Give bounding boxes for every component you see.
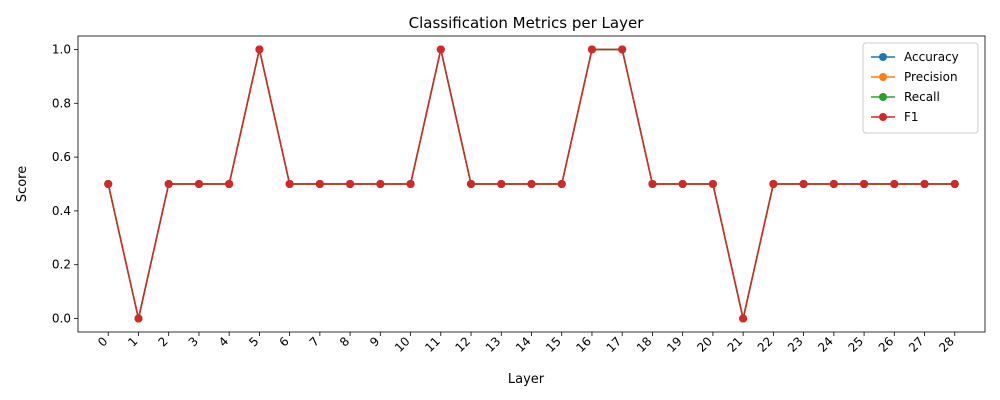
x-tick-label: 6 [276,334,291,349]
x-tick-label: 15 [543,334,564,355]
data-point-f1 [134,314,143,323]
data-point-f1 [557,180,566,188]
data-point-f1 [527,180,536,188]
x-tick-label: 11 [422,334,443,355]
x-tick-label: 0 [95,334,110,349]
x-tick-label: 2 [156,334,171,349]
data-point-f1 [799,180,808,188]
x-tick-label: 18 [634,334,655,355]
data-point-f1 [315,180,324,188]
data-point-f1 [587,45,596,54]
data-point-f1 [346,180,355,188]
data-point-f1 [497,180,506,188]
x-tick-label: 5 [246,334,261,349]
data-point-f1 [739,314,748,323]
y-axis: 0.0 0.2 0.4 0.6 0.8 1.0 [52,42,78,326]
legend-label: Accuracy [904,50,959,64]
x-tick-label: 13 [483,334,504,355]
legend-box [862,42,979,134]
x-tick-label: 9 [367,334,382,349]
legend-label: Precision [904,70,958,84]
y-tick-label: 0.2 [52,258,71,272]
legend-marker [879,53,887,61]
legend-marker [879,113,887,121]
x-tick-label: 21 [725,334,746,355]
legend-label: F1 [904,110,919,124]
x-tick-label: 25 [845,334,866,355]
x-tick-label: 17 [604,334,625,355]
data-point-f1 [194,180,203,188]
series-group [104,45,959,323]
x-tick-label: 19 [664,334,685,355]
x-tick-label: 16 [573,334,594,355]
x-tick-label: 27 [906,334,927,355]
x-tick-label: 12 [452,334,473,355]
x-tick-label: 3 [186,334,201,349]
data-point-f1 [920,180,929,188]
data-point-f1 [255,45,264,54]
x-tick-label: 10 [392,334,413,355]
legend-item-f1: F1 [871,110,919,124]
data-point-f1 [890,180,899,188]
x-tick-label: 14 [513,334,534,355]
legend-marker [879,93,887,101]
legend-item-recall: Recall [871,90,940,104]
data-point-f1 [708,180,717,188]
data-point-f1 [285,180,294,188]
series-f1 [104,45,959,323]
data-point-f1 [225,180,234,188]
x-tick-label: 4 [216,334,231,349]
legend-label: Recall [904,90,940,104]
x-tick-label: 20 [694,334,715,355]
data-point-f1 [104,180,113,188]
x-axis: 0 1 2 3 4 5 6 7 8 9 10 11 12 13 14 15 16 17 18 19 20 21 22 23 24… [95,332,957,355]
legend-marker [879,73,887,81]
data-point-f1 [436,45,445,54]
data-point-f1 [950,180,959,188]
data-point-f1 [618,45,627,54]
data-point-f1 [376,180,385,188]
y-tick-label: 1.0 [52,42,71,56]
data-point-f1 [769,180,778,188]
x-tick-label: 7 [307,334,322,349]
data-point-f1 [164,180,173,188]
y-tick-label: 0.8 [52,96,71,110]
x-tick-label: 26 [876,334,897,355]
legend: Accuracy Precision Recall F1 [862,42,979,134]
x-tick-label: 1 [125,334,140,349]
data-point-f1 [829,180,838,188]
legend-item-accuracy: Accuracy [871,50,959,64]
chart-title: Classification Metrics per Layer [409,14,645,32]
y-tick-label: 0.6 [52,150,71,164]
x-tick-label: 22 [755,334,776,355]
x-tick-label: 23 [785,334,806,355]
x-tick-label: 24 [815,334,836,355]
legend-item-precision: Precision [871,70,958,84]
data-point-f1 [406,180,415,188]
data-point-f1 [648,180,657,188]
y-tick-label: 0.4 [52,204,71,218]
y-tick-label: 0.0 [52,312,71,326]
x-tick-label: 8 [337,334,352,349]
x-axis-label: Layer [508,372,545,387]
data-point-f1 [467,180,476,188]
data-point-f1 [860,180,869,188]
y-axis-label: Score [15,166,30,202]
data-point-f1 [678,180,687,188]
x-tick-label: 28 [936,334,957,355]
